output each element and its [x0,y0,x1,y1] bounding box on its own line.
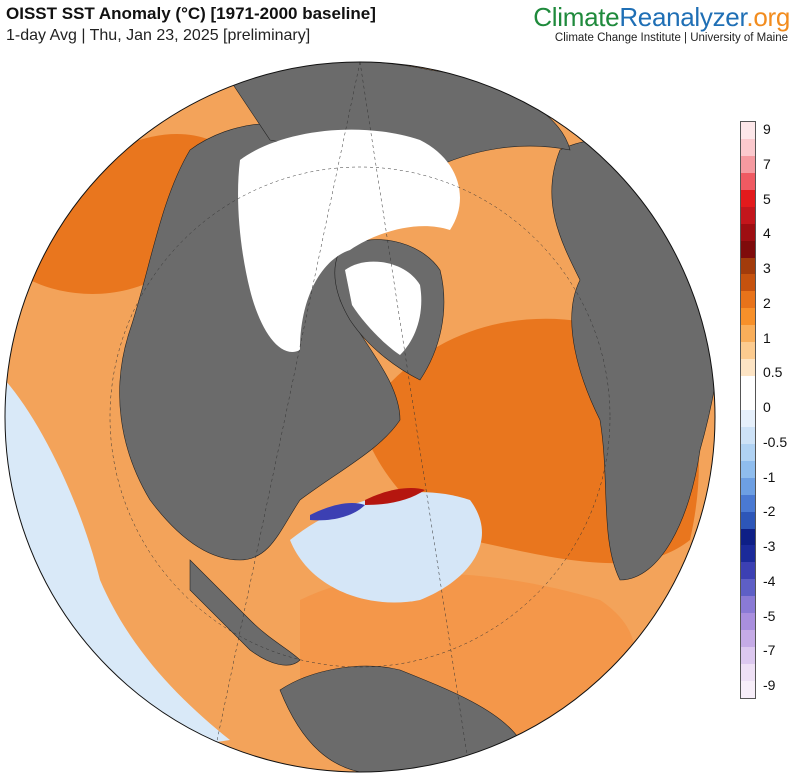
colorbar-tick-label: 0 [763,399,771,415]
colorbar-swatch [741,325,755,343]
colorbar-swatch [741,545,755,563]
colorbar-tick-label: -3 [763,538,776,554]
colorbar-swatch [741,172,755,190]
colorbar-tick-label: 7 [763,155,771,172]
colorbar-swatch [741,596,755,614]
brand-part-reanalyzer: Reanalyzer [619,2,747,32]
central-america-landmass [189,559,301,666]
brand-part-org: .org [746,2,790,32]
colorbar-swatch [741,376,755,393]
colorbar-swatch [741,528,755,546]
colorbar-tick-label: 3 [763,260,771,276]
globe-outline [4,61,716,773]
colorbar-swatch [741,240,755,258]
colorbar-tick-label: -5 [763,607,776,624]
brand-logo[interactable]: ClimateReanalyzer.org [533,2,790,33]
colorbar-swatch [741,511,755,529]
colorbar-swatch [741,274,755,292]
colorbar-swatch [741,257,755,275]
colorbar-swatch [741,359,755,377]
colorbar-swatch [741,291,755,309]
colorbar-tick-label: -7 [763,642,776,659]
colorbar-swatch [741,562,755,580]
colorbar-swatch [741,393,755,410]
colorbar-swatch [741,409,755,427]
colorbar-swatch [741,613,755,631]
longitude-line [209,62,361,772]
latitude-line [109,166,611,668]
longitude-line [359,62,471,772]
colorbar-swatch [741,460,755,478]
colorbar-swatch [741,308,755,326]
colorbar-swatch [741,647,755,664]
colorbar-swatch [741,206,755,224]
colorbar-tick-label: 2 [763,294,771,311]
colorbar-swatch [741,680,755,698]
cool-anomaly-gulf-stream [290,492,482,603]
map-subtitle: 1-day Avg | Thu, Jan 23, 2025 [prelimina… [6,27,311,44]
colorbar-tick-label: -1 [763,468,776,485]
greenland-ice [345,261,422,355]
brand-affiliation: Climate Change Institute | University of… [554,32,788,44]
colorbar-tick-label: -4 [763,572,776,589]
colorbar-tick-label: -2 [763,503,776,520]
colorbar-tick-label: 0.5 [763,364,783,381]
colorbar-swatch [741,426,755,444]
colorbar-swatch [741,477,755,495]
colorbar-tick-label: 4 [763,225,771,242]
colorbar-swatch [741,122,755,139]
colorbar-tick-label: 1 [763,329,771,346]
colorbar-tick-label: -9 [763,677,776,693]
colorbar-swatch [741,664,755,681]
colorbar-legend [740,121,756,699]
colorbar-swatch [741,579,755,597]
colorbar-tick-label: -0.5 [763,433,788,450]
arctic-sea-ice [238,129,460,352]
map-title: OISST SST Anomaly (°C) [1971-2000 baseli… [6,4,376,23]
colorbar-swatch [741,494,755,512]
brand-part-climate: Climate [533,2,620,32]
colorbar-swatch [741,223,755,241]
colorbar-tick-label: 5 [763,190,771,207]
colorbar-swatch [741,630,755,648]
colorbar-tick-label: 9 [763,121,771,137]
colorbar-swatch [741,342,755,360]
hot-core-anomaly [365,488,425,505]
colorbar-swatch [741,138,755,156]
colorbar-swatch [741,443,755,461]
colorbar-swatch [741,155,755,173]
colorbar-swatch [741,189,755,207]
cold-core-anomaly [310,503,365,521]
